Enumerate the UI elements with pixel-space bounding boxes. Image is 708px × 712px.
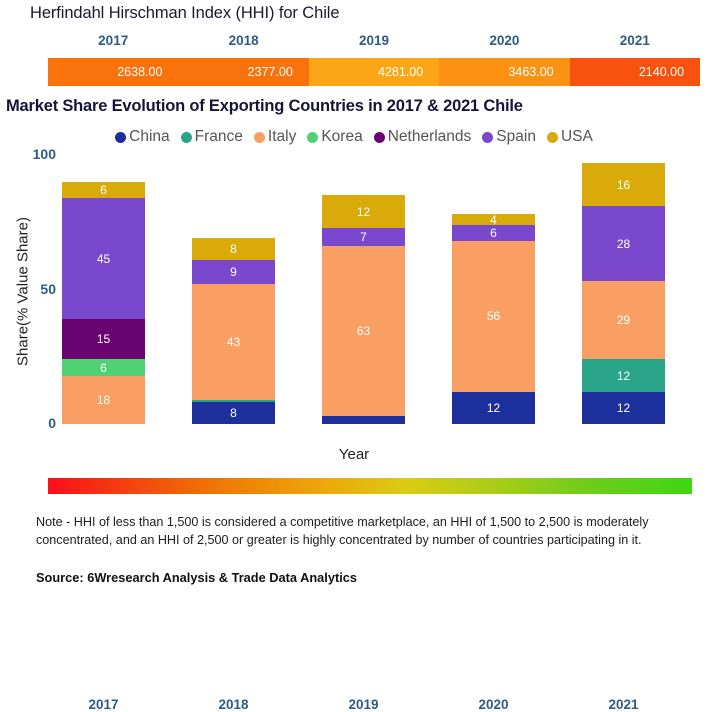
legend-item[interactable]: France	[180, 128, 243, 146]
bar-segment: 9	[192, 259, 275, 285]
legend-label: China	[129, 128, 170, 145]
y-axis-tick-label: 100	[32, 146, 56, 162]
stacked-bar[interactable]: 63 7 12	[322, 195, 405, 424]
legend-label: France	[194, 128, 243, 145]
stacked-bar[interactable]: 18 6 15 45 6	[62, 181, 145, 424]
bar-segment: 56	[452, 241, 535, 392]
bar-segment: 18	[62, 375, 145, 424]
legend-item[interactable]: Korea	[307, 128, 363, 146]
legend-color-dot-icon	[546, 131, 558, 143]
bar-segment: 12	[322, 195, 405, 228]
bar-segment: 45	[62, 198, 145, 320]
note-text: Note - HHI of less than 1,500 is conside…	[36, 515, 649, 547]
chart-legend: China France Italy Korea Netherlands Spain USA	[0, 128, 708, 146]
stacked-bar[interactable]: 8 43 9 8	[192, 238, 275, 424]
bar-segment: 7	[322, 227, 405, 247]
x-axis-tick-label: 2020	[478, 697, 509, 712]
hhi-year-label: 2019	[358, 33, 390, 48]
legend-item[interactable]: China	[115, 128, 170, 146]
bar-segment: 8	[192, 402, 275, 424]
bar-segment	[322, 415, 405, 424]
chart-title: Market Share Evolution of Exporting Coun…	[6, 97, 523, 115]
bar-segment: 29	[582, 281, 665, 360]
legend-label: USA	[560, 128, 593, 145]
x-axis-title: Year	[338, 446, 370, 463]
x-axis-tick-label: 2017	[88, 697, 119, 712]
bar-segment: 4	[452, 214, 535, 225]
y-axis-tick-label: 0	[48, 415, 56, 431]
hhi-value-segment: 2377.00	[178, 58, 309, 86]
bar-segment: 6	[62, 181, 145, 199]
hhi-value-segment: 4281.00	[308, 58, 440, 86]
legend-color-dot-icon	[482, 131, 494, 143]
hhi-year-row: 2017 2018 2019 2020 2021	[48, 33, 700, 48]
legend-item[interactable]: USA	[546, 128, 593, 146]
bar-segment: 8	[192, 238, 275, 260]
concentration-gradient-legend	[48, 478, 692, 494]
legend-label: Italy	[267, 128, 297, 145]
bar-segment: 12	[582, 359, 665, 392]
bar-segment: 15	[62, 319, 145, 360]
legend-color-dot-icon	[373, 131, 385, 143]
legend-item[interactable]: Netherlands	[373, 128, 472, 146]
hhi-title: Herfindahl Hirschman Index (HHI) for Chi…	[30, 4, 340, 22]
legend-label: Netherlands	[387, 128, 472, 145]
source-text: Source: 6Wresearch Analysis & Trade Data…	[36, 570, 358, 585]
plot-area: Share(% Value Share) 100 50 0 18 6 15 45 6 2017…	[0, 146, 708, 712]
bar-segment: 28	[582, 206, 665, 282]
hhi-year-label: 2018	[228, 33, 259, 48]
legend-color-dot-icon	[115, 131, 127, 143]
legend-item[interactable]: Spain	[482, 128, 536, 146]
bar-segment: 12	[452, 391, 535, 424]
bar-segment: 63	[322, 246, 405, 416]
x-axis-tick-label: 2018	[218, 697, 249, 712]
x-axis-tick-label: 2021	[608, 697, 639, 712]
hhi-year-label: 2020	[489, 33, 520, 48]
hhi-year-label: 2021	[619, 33, 650, 48]
x-axis-tick-label: 2019	[348, 697, 379, 712]
bar-segment	[192, 399, 275, 403]
bar-group: 18 6 15 45 6 2017 8 43 9 8 2018 63 7 12 2019 12 56 6 4 2020…	[62, 155, 700, 712]
legend-label: Korea	[321, 128, 363, 145]
bar-segment: 12	[582, 391, 665, 424]
legend-item[interactable]: Italy	[253, 128, 297, 146]
legend-color-dot-icon	[307, 131, 319, 143]
bar-segment: 16	[582, 163, 665, 207]
stacked-bar[interactable]: 12 56 6 4	[452, 214, 535, 424]
y-axis-ticks: 100 50 0	[0, 146, 56, 445]
legend-color-dot-icon	[180, 131, 192, 143]
hhi-value-segment: 3463.00	[439, 58, 570, 86]
hhi-year-label: 2017	[98, 33, 129, 48]
legend-color-dot-icon	[253, 131, 265, 143]
bar-segment: 43	[192, 284, 275, 400]
stacked-bar[interactable]: 12 12 29 28 16	[582, 163, 665, 424]
y-axis-tick-label: 50	[40, 280, 56, 297]
hhi-value-segment: 2140.00	[569, 58, 701, 86]
hhi-value-segment: 2638.00	[48, 58, 179, 86]
bar-segment: 6	[452, 224, 535, 242]
hhi-value-bar: 2638.00 2377.00 4281.00 3463.00 2140.00	[48, 58, 701, 86]
legend-label: Spain	[496, 128, 536, 145]
bar-segment: 6	[62, 359, 145, 376]
